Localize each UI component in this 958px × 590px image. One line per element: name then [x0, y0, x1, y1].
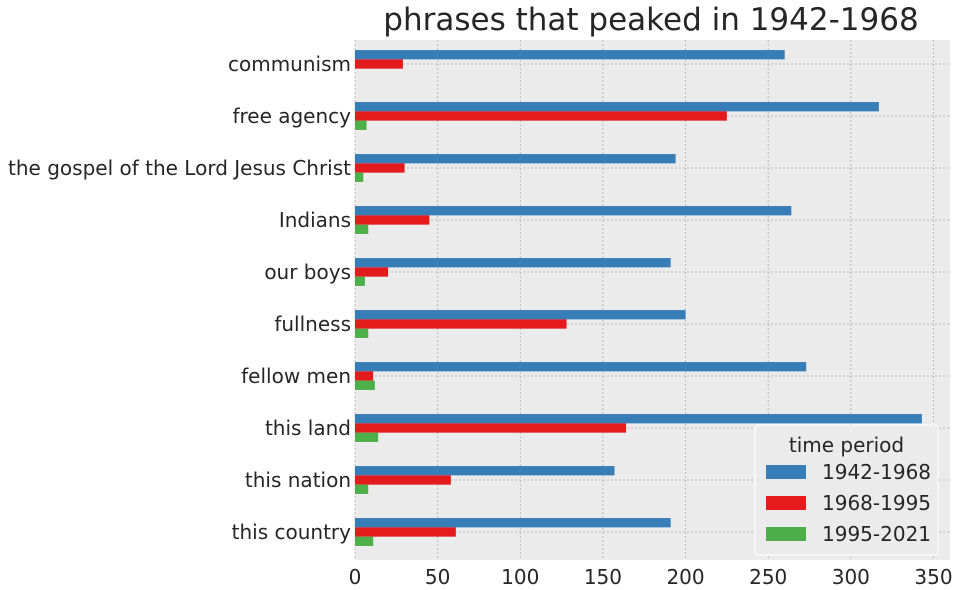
- x-tick-label: 100: [501, 565, 539, 589]
- bar-1968-1995: [355, 163, 405, 173]
- legend-box: [754, 424, 939, 556]
- bar-1942-1968: [355, 50, 785, 60]
- bar-1968-1995: [355, 267, 389, 277]
- bar-1968-1995: [355, 423, 627, 433]
- legend: time period 1942-1968 1968-1995 1995-2021: [754, 424, 939, 556]
- y-tick-label: our boys: [264, 260, 351, 284]
- x-tick-label: 250: [749, 565, 787, 589]
- bar-1995-2021: [355, 328, 369, 338]
- chart-title: phrases that peaked in 1942-1968: [383, 2, 918, 38]
- bar-1942-1968: [355, 154, 676, 164]
- bar-1995-2021: [355, 432, 379, 442]
- x-tick-label: 50: [425, 565, 450, 589]
- y-tick-label: this country: [232, 520, 352, 544]
- y-tick-label: this nation: [245, 468, 351, 492]
- bar-1995-2021: [355, 380, 375, 390]
- x-tick-label: 350: [914, 565, 952, 589]
- x-tick-label: 300: [832, 565, 870, 589]
- y-tick-label: this land: [265, 416, 351, 440]
- bar-1942-1968: [355, 466, 615, 476]
- legend-label: 1942-1968: [822, 460, 931, 484]
- x-tick-label: 0: [349, 565, 362, 589]
- bar-1995-2021: [355, 224, 369, 234]
- y-tick-label: communism: [228, 52, 351, 76]
- bar-1942-1968: [355, 258, 671, 268]
- bar-1968-1995: [355, 371, 374, 381]
- bar-1942-1968: [355, 414, 922, 424]
- bar-1995-2021: [355, 484, 369, 494]
- bar-1995-2021: [355, 276, 365, 286]
- bar-1968-1995: [355, 319, 567, 329]
- bar-1942-1968: [355, 310, 686, 320]
- x-tick-label: 200: [666, 565, 704, 589]
- bar-1968-1995: [355, 111, 727, 121]
- bar-1968-1995: [355, 527, 456, 537]
- y-tick-label: fellow men: [241, 364, 351, 388]
- x-axis-ticks: 0 50 100 150 200 250 300 350: [349, 565, 953, 589]
- legend-swatch: [766, 527, 806, 541]
- bar-1995-2021: [355, 172, 364, 182]
- y-tick-label: fullness: [274, 312, 351, 336]
- y-tick-label: free agency: [232, 104, 351, 128]
- legend-label: 1968-1995: [822, 491, 931, 515]
- bar-1995-2021: [355, 536, 374, 546]
- legend-title: time period: [789, 433, 904, 457]
- bar-1942-1968: [355, 206, 792, 216]
- legend-swatch: [766, 496, 806, 510]
- bar-1968-1995: [355, 475, 451, 485]
- y-tick-label: Indians: [279, 208, 351, 232]
- legend-label: 1995-2021: [822, 522, 931, 546]
- y-axis-ticks: communism free agency the gospel of the Lo…: [8, 52, 351, 544]
- x-tick-label: 150: [584, 565, 622, 589]
- bar-1968-1995: [355, 215, 430, 225]
- bars: [355, 50, 922, 546]
- bar-1942-1968: [355, 518, 671, 528]
- bar-1942-1968: [355, 362, 807, 372]
- bar-1942-1968: [355, 102, 879, 112]
- bar-1968-1995: [355, 59, 403, 69]
- legend-swatch: [766, 465, 806, 479]
- bar-1995-2021: [355, 120, 367, 130]
- y-tick-label: the gospel of the Lord Jesus Christ: [8, 156, 351, 180]
